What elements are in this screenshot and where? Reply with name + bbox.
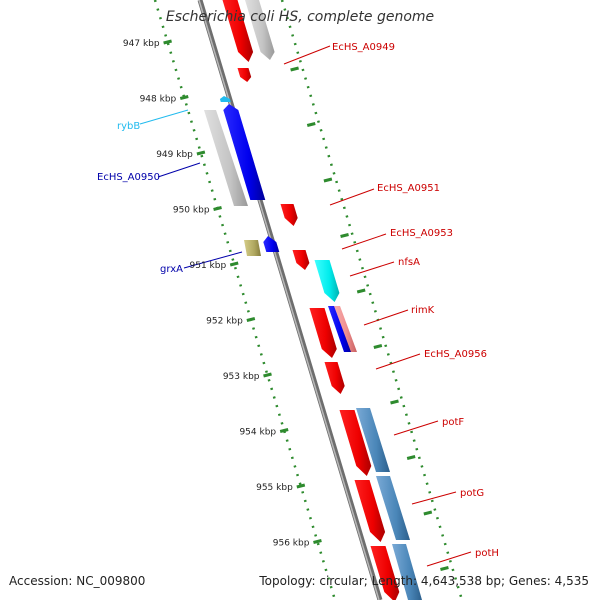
genome-stats-text: Topology: circular; Length: 4,643,538 bp…: [259, 574, 589, 588]
kbp-label: 956 kbp: [273, 539, 310, 549]
gene-grxA: [263, 236, 280, 252]
kbp-tick-right: [423, 510, 433, 516]
gene-features: [204, 0, 422, 602]
gene-label: EcHS_A0949: [332, 42, 395, 53]
gene-label: potH: [475, 548, 499, 559]
gene-label: rybB: [117, 121, 140, 132]
gene-blue-rimK: [328, 306, 351, 352]
kbp-label: 953 kbp: [223, 372, 260, 382]
tick-marks: [153, 0, 464, 601]
label-leader: [341, 233, 387, 250]
ruler-right: [280, 0, 464, 601]
kbp-label: 950 kbp: [173, 206, 210, 216]
kbp-tick: [196, 150, 206, 156]
label-leader: [349, 261, 395, 277]
label-leader: [363, 309, 409, 326]
gene-rybB: [219, 96, 231, 102]
kbp-label: 948 kbp: [140, 95, 177, 105]
kbp-tick: [179, 95, 189, 100]
backbone-highlight: [198, 0, 380, 601]
kbp-tick: [246, 317, 256, 322]
label-leader: [393, 420, 439, 436]
kbp-tick-right: [406, 455, 416, 460]
gene-label: rimK: [411, 305, 435, 316]
accession-text: Accession: NC_009800: [9, 574, 146, 588]
label-leader: [426, 551, 472, 567]
gene-potH: [370, 546, 400, 602]
kbp-tick: [296, 483, 306, 489]
gene-ecHS-a0956: [324, 362, 345, 394]
gene-olive-951: [244, 240, 261, 256]
label-leader: [139, 109, 189, 125]
kbp-label: 952 kbp: [206, 317, 243, 327]
gene-ecHS-a0949-hit: [245, 0, 275, 60]
gene-ecHS-a0949: [222, 0, 254, 62]
gene-potG: [354, 480, 386, 542]
gene-label: EcHS_A0956: [424, 349, 487, 360]
kbp-tick-right: [440, 566, 449, 571]
map-title: Escherichia coli HS, complete genome: [165, 9, 435, 25]
kbp-label: 951 kbp: [190, 261, 227, 271]
gene-ecHS-a0953: [292, 250, 310, 270]
gene-steel-potH: [392, 544, 422, 600]
gene-label: potF: [442, 417, 464, 428]
kbp-tick-right: [323, 177, 333, 183]
gene-label: grxA: [160, 264, 183, 275]
kbp-tick: [313, 539, 322, 544]
kbp-tick: [263, 372, 272, 378]
kbp-tick-right: [373, 344, 383, 349]
label-leader-lines: [139, 45, 472, 567]
ruler-left: [153, 0, 337, 601]
gene-label: EcHS_A0950: [97, 172, 160, 183]
kbp-tick: [279, 428, 289, 433]
kbp-label: 947 kbp: [123, 39, 160, 49]
label-leader: [283, 45, 331, 65]
kbp-tick-right: [356, 288, 366, 294]
gene-potF: [339, 410, 372, 476]
gene-nfsA: [314, 260, 340, 302]
gene-label: nfsA: [398, 257, 420, 268]
label-leader: [375, 353, 421, 370]
label-leader: [329, 188, 375, 206]
gene-label: potG: [460, 488, 484, 499]
label-leader: [183, 251, 243, 269]
label-leader: [411, 491, 457, 505]
gene-label: EcHS_A0953: [390, 228, 453, 239]
gene-gray-950: [204, 110, 248, 206]
kbp-tick-right: [306, 122, 316, 127]
label-leader: [157, 162, 201, 178]
gene-steel-potG: [376, 476, 410, 540]
gene-ecHS-a0951: [280, 204, 298, 226]
genome-backbone: [197, 0, 383, 601]
backbone-line: [197, 0, 383, 601]
kbp-tick: [229, 261, 239, 267]
gene-small-948: [237, 68, 252, 82]
kbp-tick: [163, 39, 172, 45]
gene-label: EcHS_A0951: [377, 183, 440, 194]
gene-rimK: [309, 308, 337, 358]
kbp-label: 954 kbp: [239, 428, 276, 438]
kbp-tick-right: [390, 399, 399, 405]
kbp-label: 949 kbp: [156, 150, 193, 160]
gene-steel-potF: [356, 408, 390, 472]
kbp-tick-right: [340, 233, 349, 238]
gene-ecHS-a0950: [223, 104, 266, 200]
kbp-label: 955 kbp: [256, 483, 293, 493]
kbp-tick: [213, 206, 222, 211]
kbp-tick-right: [290, 66, 299, 72]
labels: 947 kbp 948 kbp 949 kbp 950 kbp 951 kbp 952 k…: [97, 39, 499, 559]
